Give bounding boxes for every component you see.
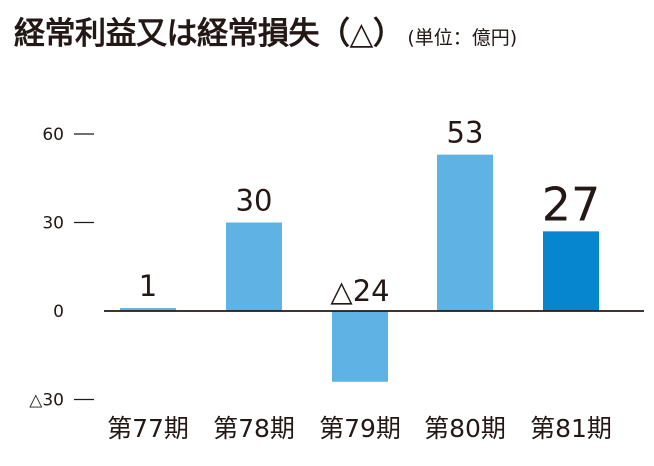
data-label: 27 bbox=[542, 177, 601, 231]
y-tick-label: 0 bbox=[53, 302, 64, 322]
data-label: 30 bbox=[236, 184, 273, 218]
chart-header: 経常利益又は経常損失（△） (単位：億円) bbox=[14, 8, 517, 53]
x-tick-label: 第77期 bbox=[107, 414, 189, 443]
data-label: 1 bbox=[139, 269, 157, 303]
chart-title: 経常利益又は経常損失（△） bbox=[14, 16, 404, 52]
unit-label: (単位：億円) bbox=[407, 27, 518, 49]
bar bbox=[332, 311, 388, 382]
y-tick-label: 60 bbox=[42, 125, 64, 145]
x-tick-label: 第79期 bbox=[319, 414, 401, 443]
bar bbox=[543, 231, 599, 311]
y-tick-label: 30 bbox=[42, 214, 64, 234]
x-tick-label: 第78期 bbox=[213, 414, 295, 443]
data-label: 53 bbox=[447, 116, 484, 150]
bar bbox=[437, 154, 493, 311]
x-tick-label: 第80期 bbox=[424, 414, 506, 443]
bar bbox=[120, 308, 176, 311]
y-tick-label: △30 bbox=[29, 391, 64, 411]
data-label: △24 bbox=[330, 274, 389, 308]
x-tick-label: 第81期 bbox=[530, 414, 612, 443]
bar bbox=[226, 222, 282, 311]
